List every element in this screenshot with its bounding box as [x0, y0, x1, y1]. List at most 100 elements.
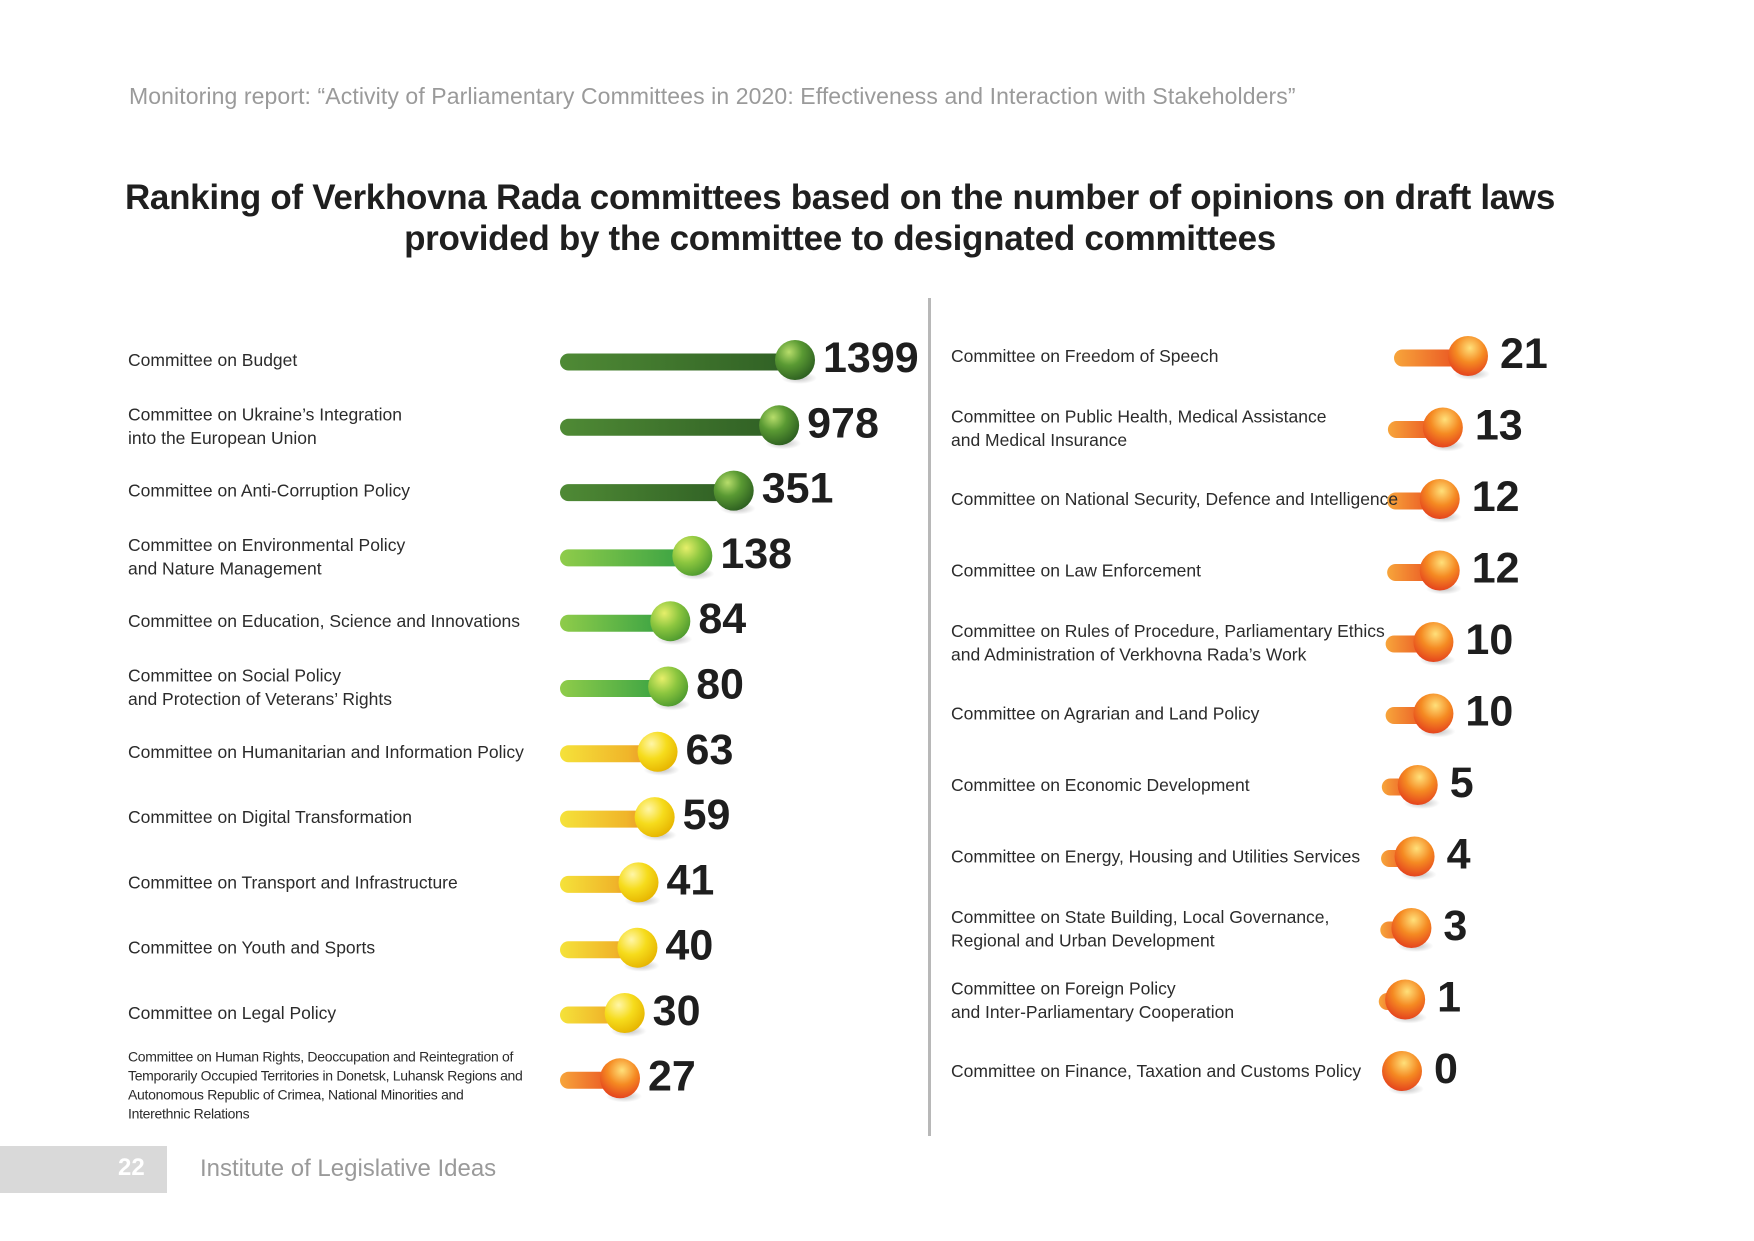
bar-end-ball [637, 731, 678, 772]
category-label: and Medical Insurance [951, 430, 1127, 450]
left-row: 84 Committee on Education, Science and In… [128, 595, 746, 646]
value-label: 13 [1475, 402, 1523, 450]
value-label: 80 [696, 661, 744, 709]
bar-end-ball [1397, 765, 1438, 805]
category-label: Committee on Freedom of Speech [951, 346, 1219, 366]
bar [560, 484, 734, 502]
page-number-box [0, 1146, 167, 1193]
left-row: 1399 Committee on Budget [128, 334, 919, 384]
bar-end-ball [618, 862, 659, 903]
bar-end-ball [1448, 336, 1488, 376]
left-row: 41 Committee on Transport and Infrastruct… [128, 856, 715, 907]
left-row: 138 Committee on Environmental Policy and … [128, 530, 792, 580]
bar [560, 353, 795, 371]
bar [560, 810, 655, 828]
value-label: 1 [1437, 974, 1461, 1022]
bar-end-ball [604, 993, 645, 1033]
left-row: 59 Committee on Digital Transformation [128, 791, 731, 842]
category-label: Committee on Legal Policy [128, 1003, 336, 1023]
category-label: Committee on Education, Science and Inno… [128, 611, 520, 631]
value-label: 0 [1434, 1045, 1458, 1093]
value-label: 27 [648, 1052, 696, 1100]
category-label: Committee on Budget [128, 350, 297, 370]
right-row: 3 Committee on State Building, Local Gove… [951, 902, 1467, 952]
right-row: 13 Committee on Public Health, Medical As… [951, 402, 1523, 452]
value-label: 84 [698, 595, 746, 643]
page-number: 22 [118, 1154, 145, 1181]
category-label: Committee on Ukraine’s Integration [128, 404, 402, 424]
value-label: 10 [1465, 688, 1513, 736]
value-label: 21 [1500, 330, 1548, 378]
bar-end-ball [1413, 693, 1454, 734]
category-label: Committee on Rules of Procedure, Parliam… [951, 621, 1385, 641]
bar-end-ball [600, 1058, 640, 1099]
left-row: 27 Committee on Human Rights, Deoccupatio… [128, 1048, 696, 1121]
value-label: 41 [667, 856, 715, 904]
right-row: 21 Committee on Freedom of Speech [951, 330, 1548, 380]
right-row: 12 Committee on Law Enforcement [951, 545, 1520, 595]
category-label: Committee on Energy, Housing and Utiliti… [951, 847, 1360, 867]
category-label: Temporarily Occupied Territories in Done… [128, 1067, 523, 1083]
category-label: and Administration of Verkhovna Rada’s W… [951, 645, 1307, 665]
category-label: Committee on Transport and Infrastructur… [128, 872, 458, 892]
category-label: Committee on Foreign Policy [951, 979, 1176, 999]
bar-end-ball [1394, 836, 1435, 877]
bar [560, 614, 671, 632]
left-row: 978 Committee on Ukraine’s Integration int… [128, 399, 879, 450]
category-label: Committee on Anti-Corruption Policy [128, 481, 410, 501]
left-row: 40 Committee on Youth and Sports [128, 922, 713, 972]
bar-end-ball [634, 797, 675, 838]
bar-end-ball [1385, 979, 1426, 1020]
left-row: 80 Committee on Social Policy and Protecti… [128, 661, 744, 711]
value-label: 59 [683, 791, 731, 839]
category-label: Committee on Digital Transformation [128, 807, 412, 827]
category-label: Committee on Social Policy [128, 666, 341, 686]
category-label: Committee on Environmental Policy [128, 535, 405, 555]
value-label: 1399 [823, 334, 919, 382]
bar [560, 549, 693, 567]
category-label: Committee on Humanitarian and Informatio… [128, 742, 524, 762]
publisher-name: Institute of Legislative Ideas [200, 1155, 497, 1182]
bar-end-ball [672, 535, 713, 576]
value-label: 4 [1447, 831, 1471, 879]
value-label: 40 [665, 922, 713, 970]
right-row: 12 Committee on National Security, Defenc… [951, 473, 1520, 523]
bar-end-ball [1422, 407, 1463, 448]
category-label: and Nature Management [128, 558, 322, 578]
value-label: 978 [807, 399, 879, 447]
bar [560, 418, 780, 436]
category-label: Committee on State Building, Local Gover… [951, 907, 1329, 927]
bar-end-ball [713, 470, 754, 511]
category-label: Autonomous Republic of Crimea, National … [128, 1086, 464, 1102]
right-row: 0 Committee on Finance, Taxation and Cust… [951, 1045, 1458, 1095]
right-row: 10 Committee on Rules of Procedure, Parli… [951, 616, 1513, 666]
bar-end-ball [648, 666, 689, 707]
right-row: 5 Committee on Economic Development [951, 759, 1474, 809]
value-label: 12 [1472, 473, 1520, 521]
bar-end-ball [1419, 479, 1460, 519]
value-label: 12 [1472, 545, 1520, 593]
category-label: and Protection of Veterans’ Rights [128, 689, 392, 709]
right-row: 1 Committee on Foreign Policy and Inter-Pa… [951, 974, 1461, 1024]
bar-end-ball [1413, 622, 1454, 662]
category-label: Committee on Economic Development [951, 775, 1250, 795]
category-label: Interethnic Relations [128, 1105, 250, 1121]
value-label: 138 [720, 530, 792, 578]
value-label: 5 [1450, 759, 1474, 807]
bar-end-ball [1391, 908, 1432, 948]
left-row: 30 Committee on Legal Policy [128, 987, 701, 1037]
category-label: into the European Union [128, 428, 317, 448]
bar-end-ball [1382, 1051, 1422, 1091]
value-label: 3 [1443, 902, 1467, 950]
right-row: 4 Committee on Energy, Housing and Utilit… [951, 831, 1471, 881]
bar-end-ball [759, 405, 800, 446]
chart-title-line-2: provided by the committee to designated … [404, 219, 1276, 258]
value-label: 351 [762, 465, 834, 513]
value-label: 10 [1465, 616, 1513, 664]
chart-title-line-1: Ranking of Verkhovna Rada committees bas… [124, 178, 1556, 217]
category-label: Regional and Urban Development [951, 931, 1215, 951]
category-label: Committee on Finance, Taxation and Custo… [951, 1061, 1361, 1081]
value-label: 30 [653, 987, 701, 1035]
bar-end-ball [617, 927, 658, 968]
